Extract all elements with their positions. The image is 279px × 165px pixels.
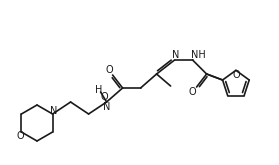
Text: O: O [189,87,196,97]
Text: NH: NH [191,50,206,60]
Text: O: O [101,92,109,102]
Text: N: N [50,106,57,116]
Text: O: O [16,131,24,141]
Text: H: H [95,85,102,95]
Text: O: O [232,70,240,80]
Text: N: N [103,102,110,112]
Text: N: N [172,50,179,60]
Text: O: O [106,65,113,75]
